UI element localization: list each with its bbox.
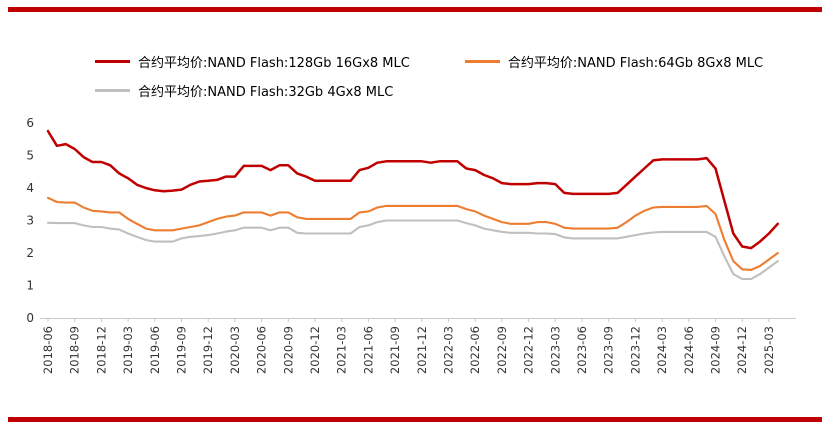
legend-item: 合约平均价:NAND Flash:64Gb 8Gx8 MLC <box>464 52 764 71</box>
x-tick-label: 2019-09 <box>175 326 189 374</box>
series-line-2 <box>46 219 779 281</box>
legend-line-swatch <box>464 60 500 63</box>
x-tick-label: 2018-09 <box>68 326 82 374</box>
x-tick-label: 2020-12 <box>308 326 322 374</box>
x-tick-label: 2023-06 <box>575 326 589 374</box>
x-tick-label: 2025-03 <box>762 326 776 374</box>
legend-item: 合约平均价:NAND Flash:128Gb 16Gx8 MLC <box>95 52 410 71</box>
y-tick-label: 5 <box>26 149 34 163</box>
chart-legend: 合约平均价:NAND Flash:128Gb 16Gx8 MLC 合约平均价:N… <box>95 52 795 100</box>
y-tick-label: 4 <box>26 181 34 195</box>
legend-label: 合约平均价:NAND Flash:128Gb 16Gx8 MLC <box>138 56 410 71</box>
y-tick-label: 3 <box>26 214 34 228</box>
x-tick-label: 2020-06 <box>255 326 269 374</box>
bottom-border-rule <box>8 417 822 422</box>
x-tick-label: 2021-03 <box>335 326 349 374</box>
legend-label: 合约平均价:NAND Flash:64Gb 8Gx8 MLC <box>507 56 764 71</box>
top-border-rule <box>8 7 822 12</box>
x-tick-label: 2023-12 <box>628 326 642 374</box>
x-tick-label: 2022-12 <box>522 326 536 374</box>
legend-line-swatch <box>95 60 130 63</box>
y-tick-label: 6 <box>26 116 34 130</box>
x-tick-label: 2023-03 <box>548 326 562 374</box>
x-tick-label: 2024-03 <box>655 326 669 374</box>
x-tick-label: 2021-12 <box>415 326 429 374</box>
series-line-1 <box>46 196 779 271</box>
x-tick-label: 2019-03 <box>121 326 135 374</box>
legend-line-swatch <box>95 89 130 92</box>
x-tick-label: 2020-03 <box>228 326 242 374</box>
x-tick-label: 2022-03 <box>442 326 456 374</box>
x-tick-label: 2021-09 <box>388 326 402 374</box>
series-line-0 <box>46 129 780 250</box>
x-tick-label: 2018-12 <box>94 326 108 374</box>
x-tick-label: 2021-06 <box>361 326 375 374</box>
x-tick-label: 2019-12 <box>201 326 215 374</box>
x-tick-label: 2024-09 <box>709 326 723 374</box>
y-tick-label: 1 <box>26 279 34 293</box>
legend-label: 合约平均价:NAND Flash:32Gb 4Gx8 MLC <box>138 85 394 100</box>
x-tick-label: 2022-06 <box>468 326 482 374</box>
x-tick-label: 2022-09 <box>495 326 509 374</box>
x-tick-label: 2018-06 <box>41 326 55 374</box>
x-tick-label: 2019-06 <box>148 326 162 374</box>
x-tick-label: 2024-12 <box>735 326 749 374</box>
y-tick-label: 2 <box>26 246 34 260</box>
x-tick-label: 2024-06 <box>682 326 696 374</box>
y-tick-label: 0 <box>26 311 34 325</box>
x-tick-label: 2020-09 <box>281 326 295 374</box>
x-tick-label: 2023-09 <box>602 326 616 374</box>
legend-item: 合约平均价:NAND Flash:32Gb 4Gx8 MLC <box>95 81 393 100</box>
